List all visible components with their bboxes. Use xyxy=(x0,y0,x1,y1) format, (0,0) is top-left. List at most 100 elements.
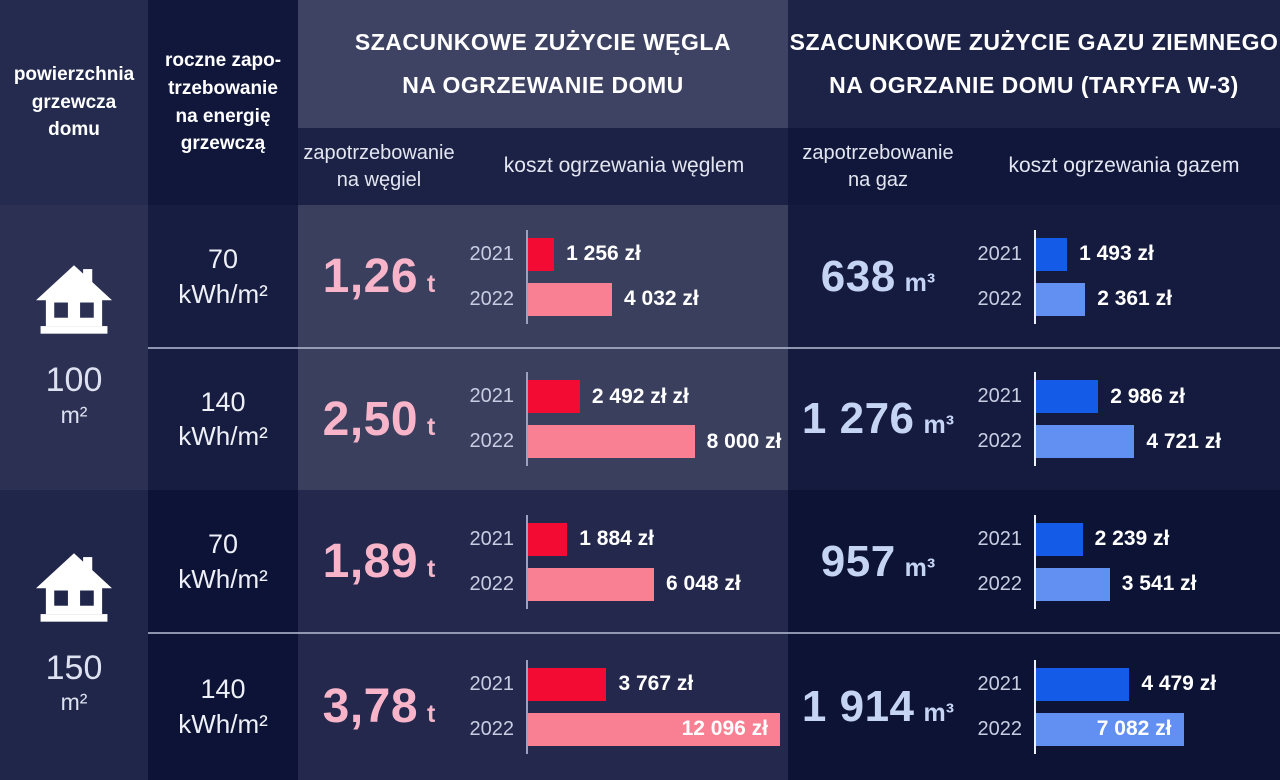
coal-demand-value: 2,50 xyxy=(322,392,419,446)
coal-demand-cell-row4: 3,78 t xyxy=(298,633,460,780)
coal-demand-unit: t xyxy=(427,412,436,441)
row-divider xyxy=(148,347,1280,349)
coal-cost-subheader: koszt ogrzewania węglem xyxy=(460,128,788,205)
energy-unit: kWh/m² xyxy=(178,278,268,309)
gas-2022-bar: 7 082 zł xyxy=(1036,712,1184,746)
gas-2022-cost-label: 4 721 zł xyxy=(1146,429,1222,453)
bar-year-label: 2021 xyxy=(469,242,515,265)
gas-cost-subheader: koszt ogrzewania gazem xyxy=(968,128,1280,205)
gas-demand-value: 1 914 xyxy=(801,681,915,731)
gas-cost-subheader-label: koszt ogrzewania gazem xyxy=(1008,154,1240,178)
coal-2021-bar xyxy=(528,380,580,413)
gas-demand-unit: m³ xyxy=(923,411,955,439)
energy-unit: kWh/m² xyxy=(178,421,268,452)
gas-demand-unit: m³ xyxy=(904,268,936,297)
coal-cost-subheader-label: koszt ogrzewania węglem xyxy=(503,154,745,178)
coal-2022-cost-label: 8 000 zł xyxy=(706,429,782,453)
coal-2021-bar xyxy=(528,237,555,271)
area-cell-100m2: 100 m² xyxy=(0,205,148,490)
coal-cost-chart-row3: 2021 2022 1 884 zł 6 048 zł xyxy=(460,490,788,633)
coal-2022-bar: 12 096 zł xyxy=(528,712,780,746)
gas-demand-cell-row2: 1 276 m³ xyxy=(788,348,968,490)
gas-demand-value: 638 xyxy=(820,251,896,301)
gas-2022-bar xyxy=(1036,567,1110,601)
coal-chart-axis: 3 767 zł 12 096 zł xyxy=(526,659,788,754)
coal-2022-bar xyxy=(528,282,612,316)
coal-2022-bar xyxy=(528,425,695,458)
energy-cell-row2: 140 kWh/m² xyxy=(148,348,298,490)
area-cell-150m2: 150 m² xyxy=(0,490,148,780)
bar-year-label: 2022 xyxy=(469,717,515,740)
house-icon xyxy=(36,553,112,622)
gas-demand-value: 1 276 xyxy=(801,394,915,443)
gas-2021-bar xyxy=(1036,380,1099,413)
gas-2021-cost-label: 2 986 zł xyxy=(1110,384,1185,408)
coal-demand-cell-row1: 1,26 t xyxy=(298,205,460,348)
gas-chart-axis: 2 986 zł 4 721 zł xyxy=(1034,372,1280,466)
bar-year-label: 2021 xyxy=(469,672,515,695)
gas-chart-axis: 2 239 zł 3 541 zł xyxy=(1034,514,1280,609)
row-divider xyxy=(148,632,1280,634)
bar-year-label: 2021 xyxy=(977,385,1023,407)
gas-demand-cell-row1: 638 m³ xyxy=(788,205,968,348)
coal-demand-unit: t xyxy=(427,270,436,298)
header-area-label: powierzchnia grzewcza domu xyxy=(13,64,135,141)
coal-demand-unit: t xyxy=(427,700,436,728)
coal-2021-cost-label: 1 884 zł xyxy=(579,527,654,550)
gas-chart-axis: 1 493 zł 2 361 zł xyxy=(1034,229,1280,324)
bar-year-label: 2021 xyxy=(977,527,1023,550)
bar-year-label: 2022 xyxy=(469,430,515,452)
area-value: 100 xyxy=(45,361,103,400)
coal-2022-cost-label: 6 048 zł xyxy=(666,572,741,595)
gas-cost-chart-row1: 2021 2022 1 493 zł 2 361 zł xyxy=(968,205,1280,348)
energy-unit: kWh/m² xyxy=(178,563,268,594)
coal-section-title: SZACUNKOWE ZUŻYCIE WĘGLA NA OGRZEWANIE D… xyxy=(298,0,788,128)
gas-title-text: SZACUNKOWE ZUŻYCIE GAZU ZIEMNEGO NA OGRZ… xyxy=(789,29,1279,98)
energy-value: 140 xyxy=(200,674,246,705)
gas-demand-value: 957 xyxy=(820,536,896,586)
gas-demand-unit: m³ xyxy=(923,698,955,727)
coal-2021-cost-label: 1 256 zł xyxy=(566,242,641,265)
bar-year-label: 2022 xyxy=(469,287,515,310)
coal-2022-cost-label: 12 096 zł xyxy=(681,717,768,740)
coal-demand-cell-row2: 2,50 t xyxy=(298,348,460,490)
energy-cell-row3: 70 kWh/m² xyxy=(148,490,298,633)
gas-2021-bar xyxy=(1036,237,1068,271)
gas-2021-cost-label: 2 239 zł xyxy=(1094,527,1170,550)
area-value: 150 xyxy=(45,648,103,687)
energy-value: 70 xyxy=(207,529,239,560)
energy-unit: kWh/m² xyxy=(178,708,268,739)
coal-demand-value: 3,78 xyxy=(322,680,419,733)
energy-value: 70 xyxy=(207,244,239,275)
gas-2021-bar xyxy=(1036,522,1083,556)
header-energy-label: roczne zapo- trzebowanie na energię grze… xyxy=(164,50,282,155)
coal-2021-cost-label: 3 767 zł xyxy=(618,672,694,695)
coal-cost-chart-row4: 2021 2022 3 767 zł 12 096 zł xyxy=(460,633,788,780)
gas-2022-cost-label: 7 082 zł xyxy=(1096,717,1172,740)
coal-demand-value: 1,89 xyxy=(322,535,419,588)
energy-cell-row4: 140 kWh/m² xyxy=(148,633,298,780)
coal-2022-cost-label: 4 032 zł xyxy=(624,287,699,310)
coal-chart-axis: 2 492 zł zł 8 000 zł xyxy=(526,372,788,466)
header-area-column: powierzchnia grzewcza domu xyxy=(0,0,148,205)
gas-cost-chart-row3: 2021 2022 2 239 zł 3 541 zł xyxy=(968,490,1280,633)
gas-demand-cell-row4: 1 914 m³ xyxy=(788,633,968,780)
coal-2021-bar xyxy=(528,522,568,556)
coal-demand-unit: t xyxy=(427,555,436,583)
gas-2021-cost-label: 1 493 zł xyxy=(1079,242,1154,265)
bar-year-label: 2021 xyxy=(469,527,515,550)
coal-2021-cost-label: 2 492 zł zł xyxy=(591,384,689,408)
gas-cost-chart-row2: 2021 2022 2 986 zł 4 721 zł xyxy=(968,348,1280,490)
area-unit: m² xyxy=(60,401,88,428)
gas-demand-unit: m³ xyxy=(904,553,936,582)
energy-value: 140 xyxy=(200,386,246,417)
gas-cost-chart-row4: 2021 2022 4 479 zł 7 082 zł xyxy=(968,633,1280,780)
gas-2021-bar xyxy=(1036,667,1130,701)
gas-2022-bar xyxy=(1036,425,1135,458)
coal-chart-axis: 1 884 zł 6 048 zł xyxy=(526,514,788,609)
coal-chart-axis: 1 256 zł 4 032 zł xyxy=(526,229,788,324)
area-unit: m² xyxy=(60,689,88,716)
header-energy-column: roczne zapo- trzebowanie na energię grze… xyxy=(148,0,298,205)
bar-year-label: 2021 xyxy=(977,242,1023,265)
energy-cell-row1: 70 kWh/m² xyxy=(148,205,298,348)
